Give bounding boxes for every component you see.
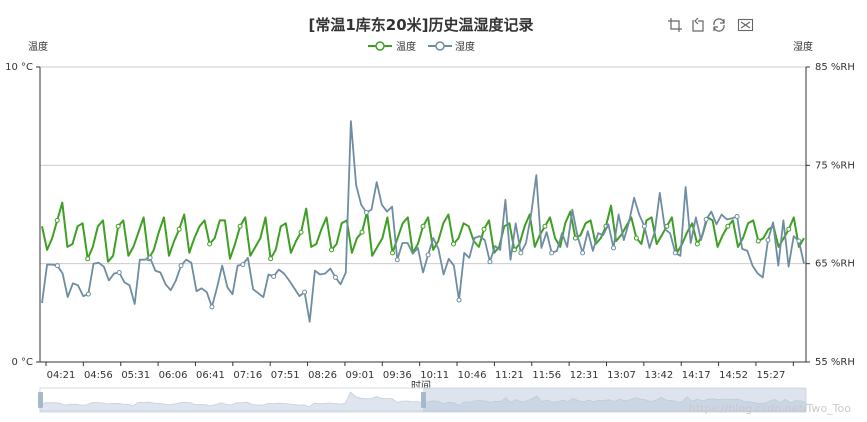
data-point-humidity[interactable] [302, 289, 308, 295]
data-point-temperature[interactable] [450, 241, 456, 247]
right-axis-tick-label: 75 %RH [815, 160, 855, 171]
data-point-humidity[interactable] [363, 210, 369, 216]
legend-temperature-label: 温度 [396, 40, 416, 53]
data-point-humidity[interactable] [518, 250, 524, 256]
chart-title: [常温1库东20米]历史温湿度记录 [308, 16, 533, 34]
x-axis-tick-label: 06:06 [159, 370, 188, 381]
data-point-humidity[interactable] [672, 250, 678, 256]
data-point-temperature[interactable] [359, 229, 365, 235]
left-axis-name: 温度 [28, 40, 48, 53]
zoom-icon[interactable] [668, 18, 682, 32]
data-point-humidity[interactable] [332, 274, 338, 280]
data-point-humidity[interactable] [116, 270, 122, 276]
data-point-humidity[interactable] [580, 250, 586, 256]
data-point-temperature[interactable] [481, 226, 487, 232]
data-zoom-left-handle[interactable] [38, 392, 43, 408]
data-point-humidity[interactable] [796, 238, 802, 244]
data-point-humidity[interactable] [240, 262, 246, 268]
x-axis-tick-label: 10:11 [420, 370, 449, 381]
data-point-temperature[interactable] [176, 226, 182, 232]
x-axis-tick-label: 04:56 [84, 370, 113, 381]
data-point-humidity[interactable] [734, 213, 740, 219]
x-axis-tick-label: 05:31 [121, 370, 150, 381]
data-zoom-selected-range[interactable] [423, 388, 806, 412]
x-axis-tick-label: 07:16 [233, 370, 262, 381]
data-zoom-right-handle[interactable] [421, 392, 426, 408]
watermark-text: https://blog.csdn.net/Two_Too [689, 402, 851, 415]
data-point-humidity[interactable] [54, 263, 60, 269]
data-point-temperature[interactable] [420, 223, 426, 229]
data-point-humidity[interactable] [549, 250, 555, 256]
data-point-humidity[interactable] [178, 263, 184, 269]
zoom-reset-icon[interactable] [692, 17, 704, 32]
data-point-temperature[interactable] [54, 217, 60, 223]
legend-temperature-marker [375, 41, 385, 51]
data-point-temperature[interactable] [542, 223, 548, 229]
x-axis-tick-label: 15:27 [757, 370, 786, 381]
restore-icon[interactable] [713, 18, 725, 32]
x-axis-tick-label: 09:01 [346, 370, 375, 381]
x-axis-tick-label: 11:56 [532, 370, 561, 381]
data-point-temperature[interactable] [115, 223, 121, 229]
x-axis-tick-label: 14:17 [682, 370, 711, 381]
x-axis-tick-label: 10:46 [458, 370, 487, 381]
data-point-temperature[interactable] [207, 241, 213, 247]
x-axis-tick-label: 11:21 [495, 370, 524, 381]
data-point-temperature[interactable] [725, 223, 731, 229]
data-point-humidity[interactable] [487, 259, 493, 265]
data-point-humidity[interactable] [765, 237, 771, 243]
data-point-humidity[interactable] [456, 297, 462, 303]
right-axis-tick-label: 55 %RH [815, 357, 855, 368]
x-axis-tick-label: 13:42 [644, 370, 673, 381]
data-point-humidity[interactable] [611, 245, 616, 251]
legend: 温度 湿度 [368, 40, 475, 53]
left-axis-tick-label: 0 °C [11, 357, 33, 368]
axes: 0 °C 10 °C 55 %RH 65 %RH 75 %RH 85 %RH 04:21 04… [5, 62, 855, 381]
data-point-temperature[interactable] [633, 235, 639, 241]
data-point-temperature[interactable] [298, 229, 304, 235]
data-point-humidity[interactable] [209, 304, 215, 310]
legend-item-humidity[interactable]: 湿度 [428, 40, 475, 53]
legend-humidity-label: 湿度 [455, 40, 475, 53]
data-point-temperature[interactable] [329, 247, 335, 253]
data-point-humidity[interactable] [271, 273, 277, 279]
right-axis-tick-label: 85 %RH [815, 62, 855, 73]
right-axis-name: 湿度 [793, 40, 813, 53]
data-point-temperature[interactable] [755, 238, 761, 244]
save-image-icon[interactable] [737, 18, 754, 32]
data-point-humidity[interactable] [703, 216, 709, 222]
data-point-temperature[interactable] [237, 223, 243, 229]
data-point-humidity[interactable] [147, 255, 153, 261]
data-point-humidity[interactable] [425, 252, 431, 258]
toolbox [668, 17, 754, 32]
series-line-humidity[interactable] [41, 120, 805, 323]
right-axis-tick-label: 65 %RH [815, 259, 855, 270]
series-layer [41, 120, 805, 323]
data-zoom-slider [38, 387, 807, 413]
data-point-temperature[interactable] [694, 241, 700, 247]
x-axis-tick-label: 09:36 [383, 370, 412, 381]
x-axis-tick-label: 07:51 [271, 370, 300, 381]
grid [40, 66, 806, 363]
data-point-temperature[interactable] [85, 256, 91, 262]
x-axis-tick-label: 13:07 [607, 370, 636, 381]
data-point-temperature[interactable] [390, 250, 396, 256]
x-axis-tick-label: 12:31 [570, 370, 599, 381]
legend-humidity-marker [435, 41, 445, 51]
data-point-temperature[interactable] [511, 247, 517, 253]
data-point-temperature[interactable] [786, 226, 792, 232]
legend-item-temperature[interactable]: 温度 [368, 40, 416, 53]
data-point-temperature[interactable] [268, 256, 274, 262]
left-axis-tick-label: 10 °C [5, 62, 33, 73]
x-axis-tick-label: 04:21 [47, 370, 76, 381]
x-axis-tick-label: 14:52 [719, 370, 748, 381]
x-axis-tick-label: 08:26 [308, 370, 337, 381]
x-axis-tick-label: 06:41 [196, 370, 225, 381]
data-point-humidity[interactable] [85, 291, 91, 297]
data-point-humidity[interactable] [641, 223, 647, 229]
data-point-humidity[interactable] [394, 257, 400, 263]
